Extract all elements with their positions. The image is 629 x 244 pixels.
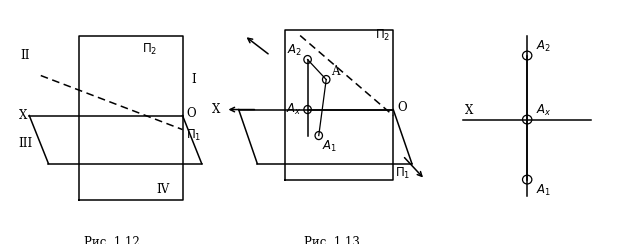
Text: $A_1$: $A_1$ bbox=[536, 183, 551, 198]
Text: A: A bbox=[331, 65, 340, 78]
Text: $\Pi_1$: $\Pi_1$ bbox=[395, 166, 411, 181]
Text: $A_2$: $A_2$ bbox=[287, 42, 302, 58]
Text: $A_x$: $A_x$ bbox=[536, 102, 551, 118]
Text: $\Pi_2$: $\Pi_2$ bbox=[142, 42, 158, 57]
Text: II: II bbox=[21, 49, 30, 62]
Text: I: I bbox=[192, 73, 196, 86]
Text: $\Pi_1$: $\Pi_1$ bbox=[186, 128, 202, 143]
Text: Рис. 1.12: Рис. 1.12 bbox=[84, 236, 140, 244]
Text: $\Pi_2$: $\Pi_2$ bbox=[375, 28, 390, 43]
Text: X: X bbox=[465, 103, 473, 117]
Text: O: O bbox=[397, 101, 406, 114]
Text: X: X bbox=[211, 103, 220, 116]
Text: Рис. 1.13: Рис. 1.13 bbox=[304, 236, 360, 244]
Text: III: III bbox=[18, 137, 33, 150]
Text: $A_1$: $A_1$ bbox=[323, 139, 338, 154]
Text: X: X bbox=[19, 109, 28, 122]
Text: IV: IV bbox=[157, 183, 170, 196]
Text: $A_x$: $A_x$ bbox=[286, 102, 302, 117]
Text: O: O bbox=[186, 107, 196, 120]
Text: $A_2$: $A_2$ bbox=[536, 39, 551, 53]
